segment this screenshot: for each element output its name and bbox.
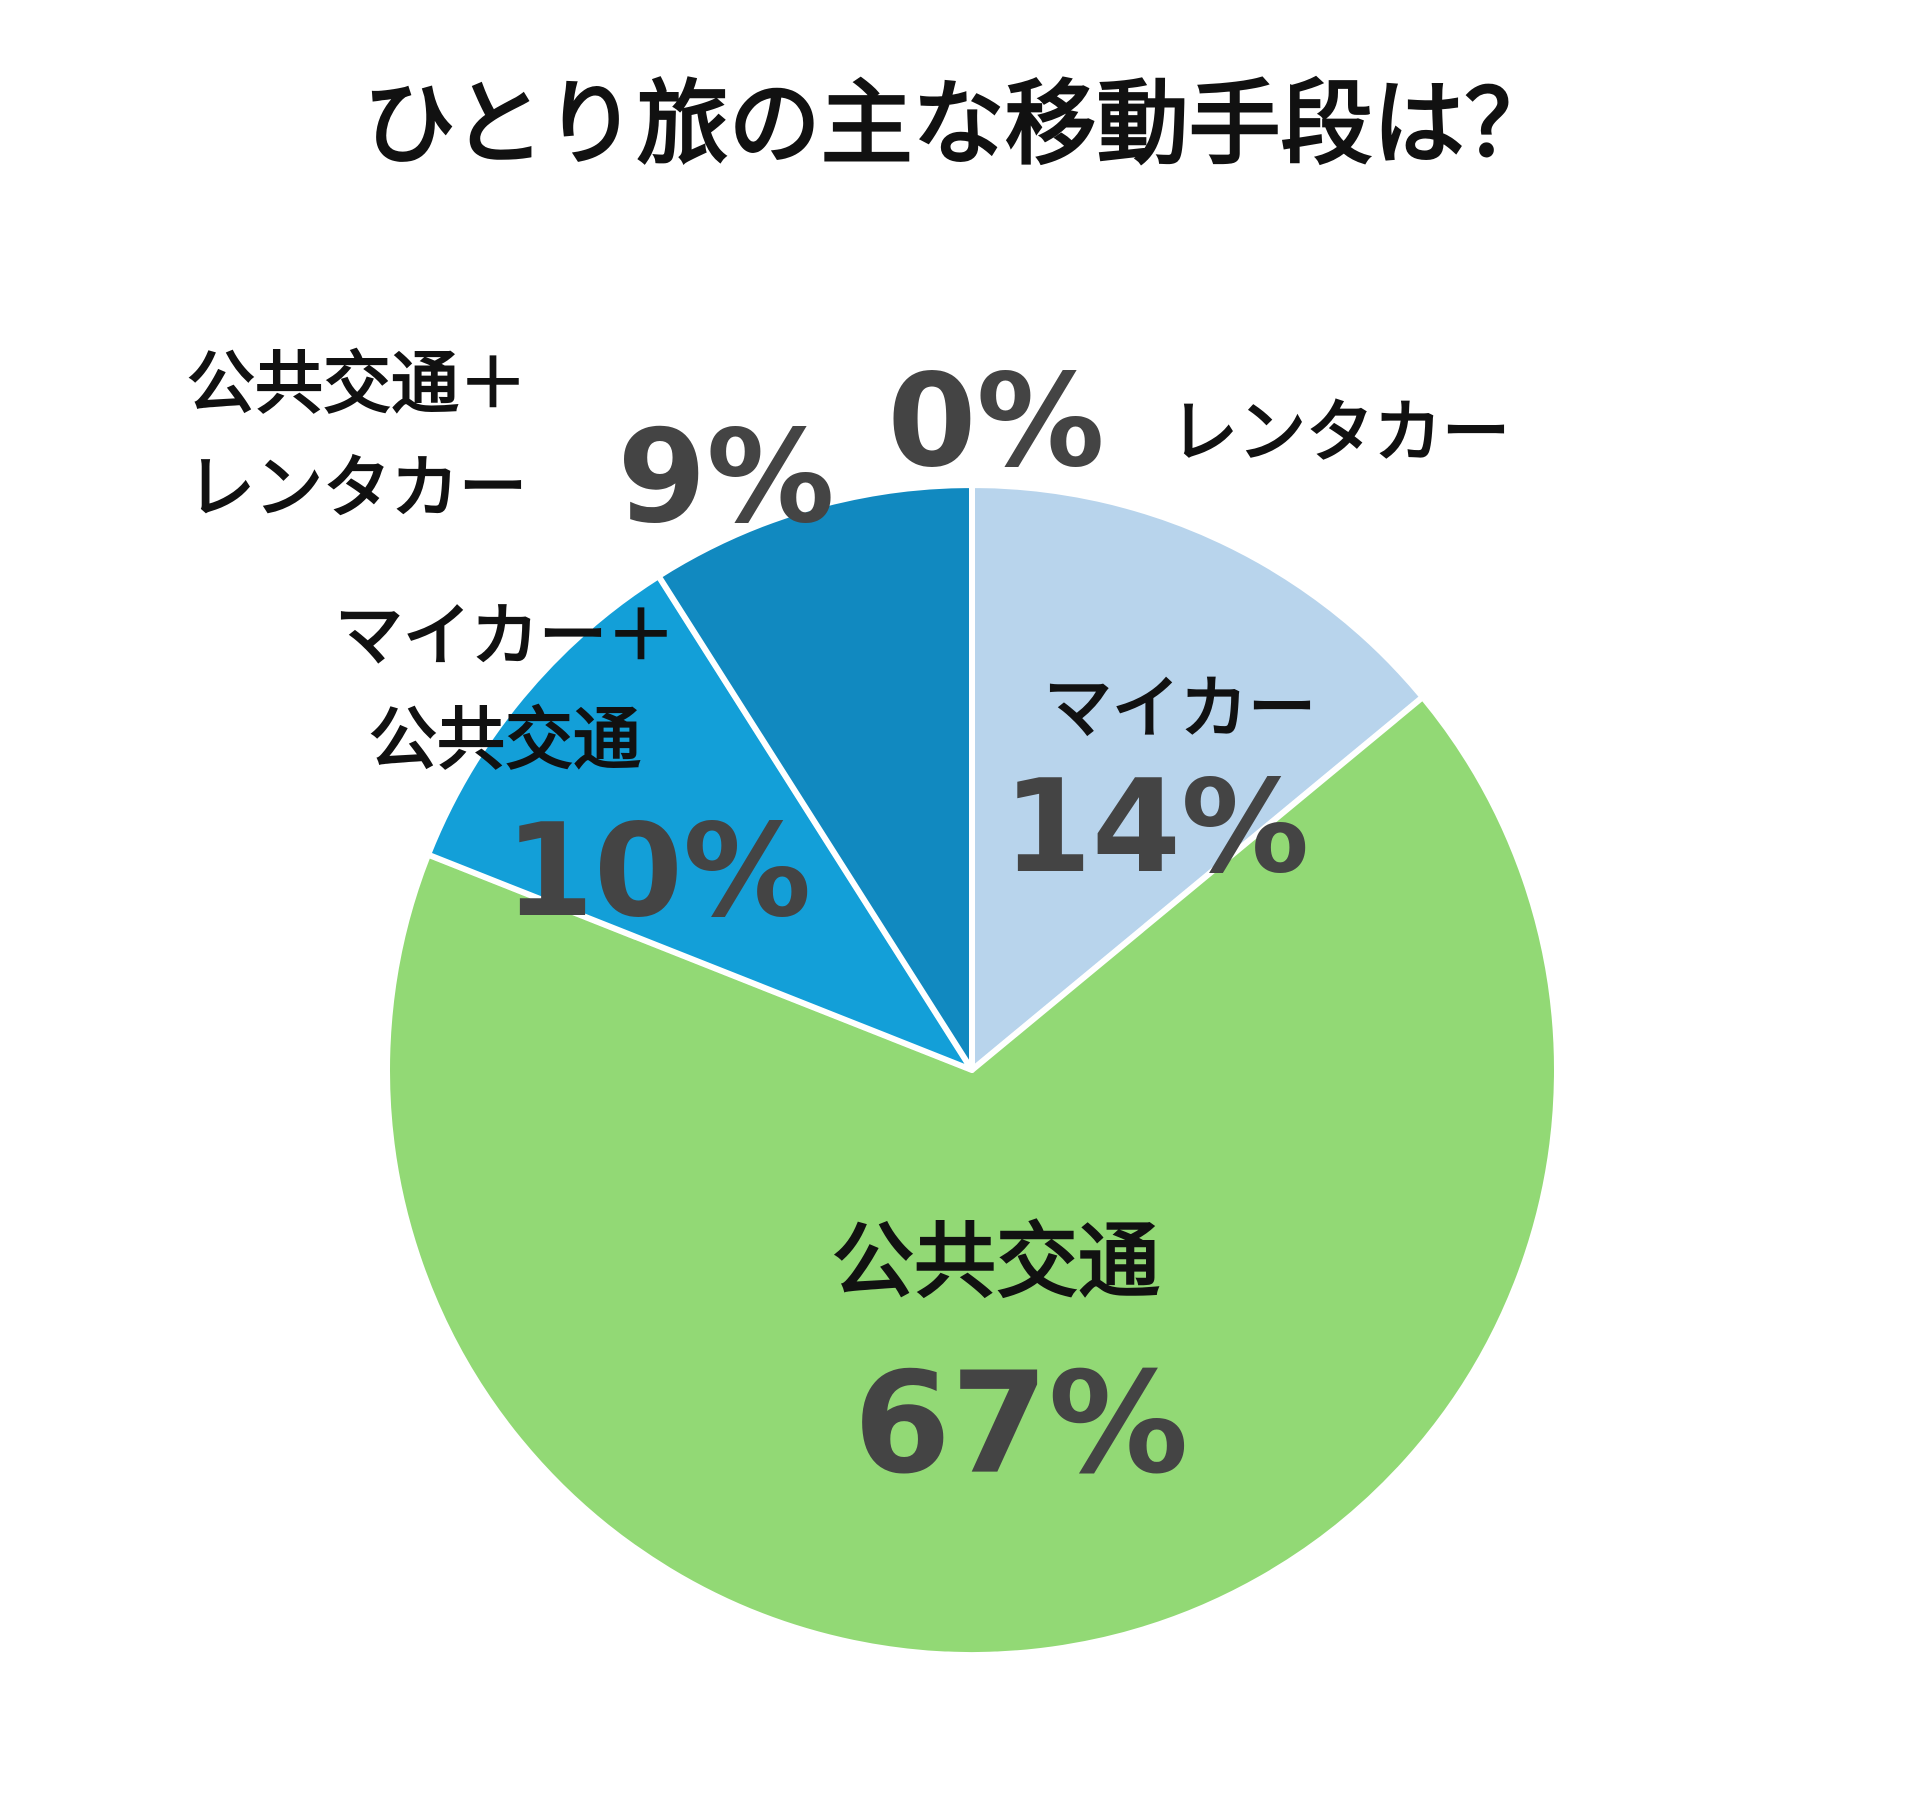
pie-slice [655,482,975,1073]
value-label: 14% [1003,753,1309,902]
slice-label: レンタカー [1170,394,1510,473]
value-label: 9% [617,403,834,552]
slice-label: マイカー＋公共交通 [335,597,675,780]
slice-label: マイカー [1044,670,1316,749]
value-label: 10% [505,797,811,946]
value-label: 67% [853,1343,1188,1506]
pie-slice [969,482,1426,1073]
slice-label: 公共交通＋レンタカー [187,345,527,528]
chart-title: ひとり旅の主な移動手段は？ [363,70,1556,177]
slice-label: 公共交通 [832,1214,1160,1309]
pie-slice [384,694,1560,1658]
pie-slice [425,573,975,1073]
value-label: 0% [887,347,1104,496]
